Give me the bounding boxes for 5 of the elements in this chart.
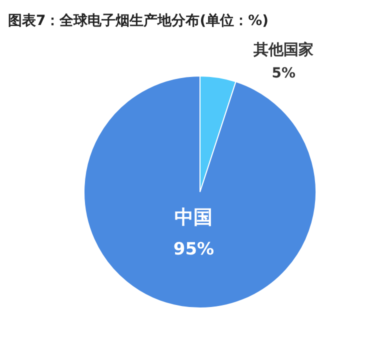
data-label: 5% bbox=[272, 66, 296, 82]
slice-label: 中国 bbox=[174, 206, 213, 229]
slice-label: 其他国家 bbox=[252, 40, 314, 59]
data-label: 95% bbox=[173, 240, 214, 260]
chart-title: 图表7：全球电子烟生产地分布(单位：%) bbox=[8, 12, 269, 29]
